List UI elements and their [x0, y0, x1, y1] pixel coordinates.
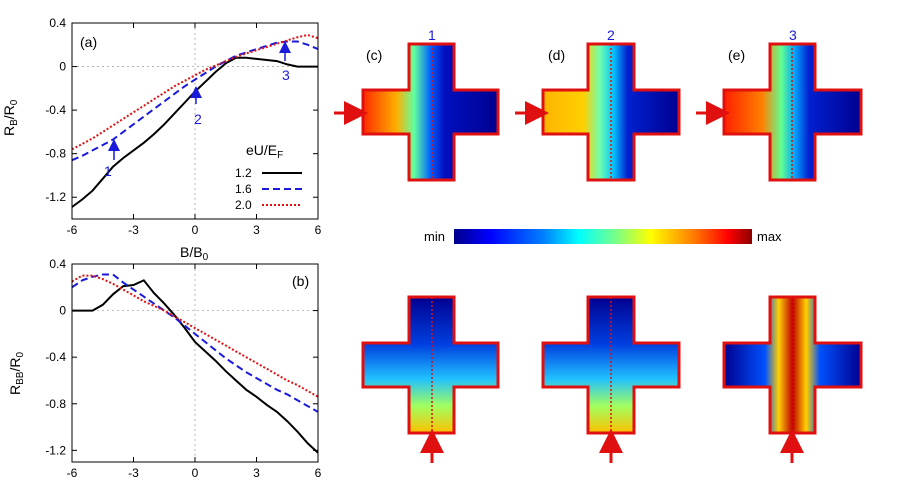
annotation-3: 3	[282, 67, 290, 83]
x-tick-label: 3	[253, 223, 260, 237]
x-tick-label: -6	[67, 223, 78, 237]
annotation-2: 2	[194, 111, 202, 127]
x-tick-label: 0	[192, 466, 199, 480]
plot-a-annotations: 1 2 3	[104, 41, 291, 179]
x-tick-label: 3	[253, 466, 260, 480]
map-d: (d) 2	[515, 27, 681, 182]
y-tick-label: -0.8	[45, 147, 66, 161]
series-line-1.6	[71, 273, 319, 413]
plot-a-legend: eU/EF 1.2 1.6 2.0	[235, 142, 302, 212]
y-tick-label: 0	[59, 304, 66, 318]
colorbar: min max	[424, 229, 782, 244]
x-tick-label: 6	[315, 466, 322, 480]
plot-b-frame	[71, 263, 319, 463]
y-tick-label: 0.4	[49, 16, 66, 30]
map-e: (e) 3	[696, 27, 863, 182]
plot-b-gridlines	[72, 264, 318, 462]
plot-a: -6 -3 0 3 6 0.4 0 -0.4 -0.8 -1.2 (a) RB/R0 B/B0 e…	[1, 16, 322, 263]
x-tick-label: -3	[128, 466, 139, 480]
colorbar-max-label: max	[757, 229, 782, 244]
annotation-1: 1	[104, 163, 112, 179]
x-tick-label: 0	[192, 223, 199, 237]
map-h-outline	[722, 295, 863, 435]
map-d-outline	[541, 42, 681, 182]
map-h	[722, 295, 863, 463]
colorbar-gradient	[454, 229, 752, 244]
legend-label-3: 2.0	[235, 198, 252, 212]
x-tick-label: -6	[67, 466, 78, 480]
map-c-number: 1	[428, 27, 436, 43]
y-tick-label: -0.4	[45, 350, 66, 364]
y-tick-label: 0.4	[49, 257, 66, 271]
plot-b-series	[71, 273, 319, 454]
plot-a-xlabel: B/B0	[180, 244, 209, 263]
map-c-field	[363, 44, 498, 180]
map-g-outline	[541, 295, 681, 435]
y-tick-label: -1.2	[45, 443, 66, 457]
map-f	[361, 295, 500, 463]
plot-b: -6 -3 0 3 6 0.4 0 -0.4 -0.8 -1.2 (b) RBB/R0	[7, 257, 322, 480]
map-e-label: (e)	[728, 47, 745, 63]
y-tick-label: -0.4	[45, 103, 66, 117]
y-tick-label: -1.2	[45, 190, 66, 204]
series-line-2.0	[71, 274, 319, 398]
map-f-field	[363, 297, 498, 433]
y-tick-label: -0.8	[45, 397, 66, 411]
x-tick-label: -3	[128, 223, 139, 237]
map-d-number: 2	[607, 27, 615, 43]
legend-label-2: 1.6	[235, 182, 252, 196]
colorbar-min-label: min	[424, 229, 445, 244]
map-e-outline	[722, 42, 863, 182]
map-c-outline	[361, 42, 500, 182]
plot-a-panel-label: (a)	[80, 34, 97, 50]
series-line-1.2	[72, 279, 319, 454]
plot-a-gridlines	[72, 23, 318, 219]
plot-a-ticks: -6 -3 0 3 6 0.4 0 -0.4 -0.8 -1.2	[45, 16, 321, 237]
plot-b-ylabel: RBB/R0	[7, 352, 26, 395]
plot-b-panel-label: (b)	[292, 273, 309, 289]
map-e-number: 3	[789, 27, 797, 43]
legend-title: eU/EF	[246, 142, 283, 161]
y-tick-label: 0	[59, 60, 66, 74]
plot-a-ylabel: RB/R0	[1, 99, 20, 136]
map-f-outline	[361, 295, 500, 435]
legend-label-1: 1.2	[235, 166, 252, 180]
map-c-label: (c)	[366, 47, 382, 63]
map-c: (c) 1	[334, 27, 500, 182]
x-tick-label: 6	[315, 223, 322, 237]
plot-b-ticks: -6 -3 0 3 6 0.4 0 -0.4 -0.8 -1.2	[45, 257, 321, 480]
map-g	[541, 295, 681, 463]
map-d-label: (d)	[548, 47, 565, 63]
